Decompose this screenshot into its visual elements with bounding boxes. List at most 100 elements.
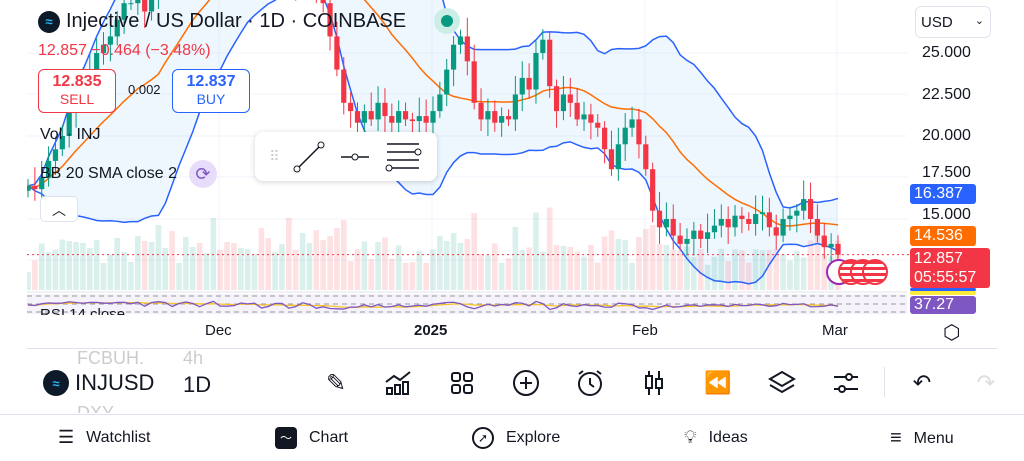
volume-bar: [169, 231, 175, 290]
volume-bar: [237, 248, 244, 290]
interval-picker[interactable]: 1D: [183, 372, 212, 397]
bb-legend[interactable]: BB 20 SMA close 2 ⟳: [40, 160, 217, 188]
volume-bar: [128, 262, 134, 290]
volume-bar: [32, 260, 38, 290]
nav-watchlist[interactable]: ☰ Watchlist: [58, 427, 150, 448]
candle: [423, 116, 429, 123]
chart-settings-icon[interactable]: ⬡: [943, 322, 961, 344]
symbol-wheel-prev[interactable]: FCBUH. 4h: [77, 348, 203, 368]
chart-icon: 〜: [275, 427, 297, 449]
candle: [107, 36, 113, 45]
symbol-wheel-next[interactable]: DXY1W: [77, 403, 114, 413]
time-label: 2025: [414, 322, 448, 339]
candle: [553, 86, 560, 112]
volume-bar: [244, 249, 251, 290]
trend-line-icon[interactable]: [292, 140, 326, 174]
volume-bar: [402, 263, 409, 290]
candle: [444, 69, 450, 95]
volume-bar: [443, 241, 450, 290]
rsi-line: [27, 300, 839, 311]
currency-select[interactable]: USD ⌄: [915, 6, 991, 38]
nav-explore[interactable]: ➚ Explore: [472, 427, 560, 449]
volume-bar: [608, 230, 615, 290]
candle: [437, 94, 443, 112]
pencil-draw-icon[interactable]: ✎: [325, 369, 347, 397]
volume-bar: [279, 244, 285, 290]
volume-legend[interactable]: Vol · INJ: [40, 126, 101, 143]
add-plus-icon[interactable]: [510, 367, 542, 399]
volume-bar: [670, 250, 677, 290]
volume-bar: [224, 242, 230, 290]
volume-bar: [306, 243, 313, 290]
candle: [636, 119, 642, 145]
volume-bar: [292, 250, 299, 290]
candle: [450, 44, 457, 70]
title-text: Injective / US Dollar · 1D · COINBASE: [66, 10, 407, 32]
volume-bar: [450, 233, 457, 290]
nav-chart[interactable]: 〜 Chart: [275, 427, 348, 449]
candle: [100, 44, 107, 53]
candle: [814, 219, 821, 236]
candle: [121, 3, 127, 20]
candle: [615, 144, 621, 170]
candle: [698, 230, 704, 239]
volume-bar: [251, 254, 258, 290]
volume-bar: [629, 263, 635, 290]
last-price: 12.857: [914, 250, 963, 267]
candle: [581, 114, 587, 120]
settings-sliders-icon[interactable]: [830, 367, 862, 399]
sell-label: SELL: [59, 91, 95, 107]
us-flag-event-icon[interactable]: [862, 259, 888, 285]
volume-bar: [649, 225, 656, 290]
volume-bar: [491, 243, 498, 290]
volume-bar: [622, 240, 629, 290]
candle: [348, 102, 354, 112]
indicators-icon[interactable]: [382, 367, 414, 399]
volume-bar: [299, 233, 306, 290]
events-markers[interactable]: [826, 259, 888, 285]
volume-bar: [121, 252, 127, 290]
candle: [354, 111, 361, 123]
collapse-legend-button[interactable]: ︿: [40, 196, 78, 222]
volume-bar: [107, 255, 114, 290]
candle: [464, 36, 470, 62]
volume-bar: [478, 254, 484, 290]
market-status-icon[interactable]: [434, 8, 460, 34]
volume-bar: [203, 253, 210, 290]
volume-bar: [601, 236, 608, 290]
volume-bar: [423, 262, 429, 290]
volume-bar: [86, 248, 93, 290]
lightbulb-icon: 💡︎: [684, 427, 697, 447]
nav-label: Watchlist: [86, 428, 151, 446]
horizontal-ray-icon[interactable]: [338, 140, 372, 174]
nav-menu[interactable]: ≡ Menu: [890, 427, 954, 450]
buy-button[interactable]: 12.837 BUY: [172, 69, 250, 113]
candle: [773, 227, 779, 236]
refresh-icon[interactable]: ⟳: [188, 160, 217, 188]
candle: [533, 53, 539, 90]
candles-icon[interactable]: [638, 367, 670, 399]
injective-logo-icon: ≈: [38, 10, 60, 33]
candle: [835, 243, 841, 255]
candle: [39, 177, 45, 190]
volume-bar: [773, 249, 780, 290]
candle: [389, 116, 395, 123]
fib-lines-icon[interactable]: [385, 140, 423, 174]
layouts-grid-icon[interactable]: [446, 367, 478, 399]
undo-icon[interactable]: ↶: [912, 370, 932, 395]
rsi-legend[interactable]: RSI 14 close: [40, 306, 126, 315]
symbol-picker[interactable]: ≈ INJUSD: [43, 370, 154, 396]
drag-handle-icon[interactable]: ⠿: [269, 148, 280, 164]
candle: [409, 119, 416, 122]
nav-ideas[interactable]: 💡︎ Ideas: [684, 427, 748, 448]
layers-icon[interactable]: [766, 367, 798, 399]
candle: [382, 102, 388, 117]
alarm-clock-icon[interactable]: [574, 367, 606, 399]
time-label: Feb: [632, 322, 658, 339]
replay-icon[interactable]: ⏪: [704, 370, 732, 395]
sell-button[interactable]: 12.835 SELL: [38, 69, 116, 113]
redo-icon[interactable]: ↷: [976, 370, 996, 395]
bb-upper-line: [27, 0, 839, 209]
volume-bar: [354, 249, 361, 290]
candle: [547, 39, 553, 87]
